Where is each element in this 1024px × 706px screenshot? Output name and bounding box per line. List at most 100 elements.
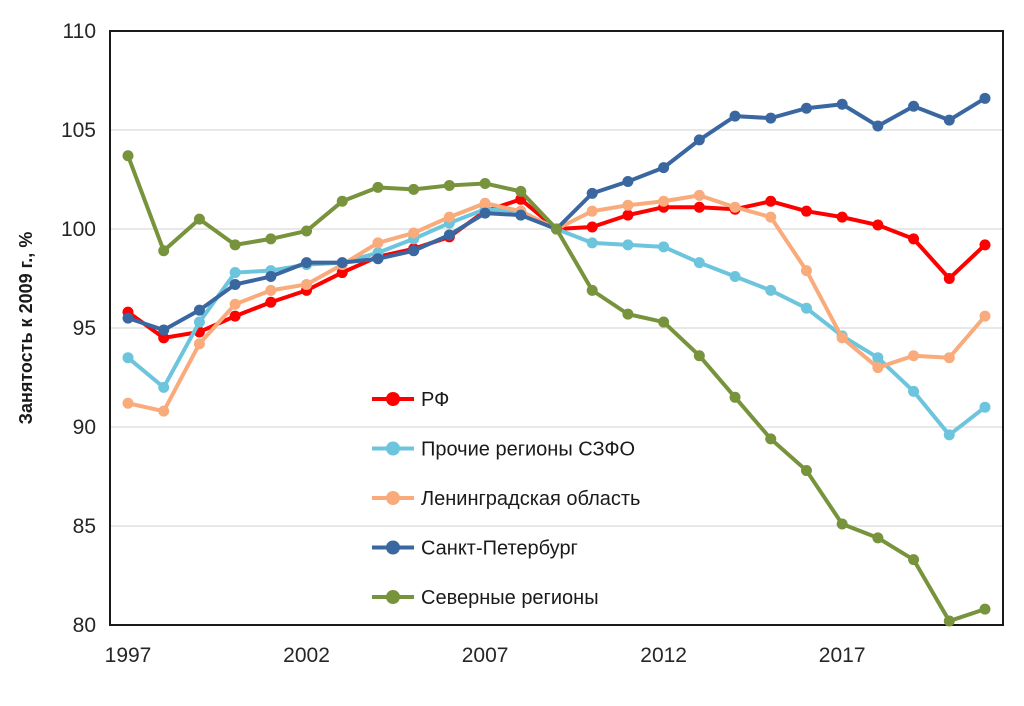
- data-point-s4-2020: [943, 114, 955, 126]
- legend-item-3: Ленинградская область: [372, 488, 640, 510]
- data-point-s5-2006: [443, 179, 455, 191]
- data-point-s5-2007: [479, 177, 491, 189]
- data-point-s3-2018: [872, 362, 884, 374]
- x-tick-label-2007: 2007: [462, 644, 509, 667]
- data-point-s3-2004: [372, 237, 384, 249]
- data-point-s1-2019: [908, 233, 920, 245]
- data-point-s4-2012: [658, 162, 670, 174]
- legend-label: Прочие регионы СЗФО: [421, 439, 635, 461]
- data-point-s3-2011: [622, 199, 634, 211]
- y-axis-tick-labels: 80 85 90 95 100 105 110: [61, 20, 96, 637]
- data-point-s2-2012: [658, 241, 670, 253]
- data-point-s4-1998: [158, 324, 170, 336]
- data-point-s4-1999: [193, 304, 205, 316]
- data-point-s5-2020: [943, 615, 955, 627]
- data-point-s2-2021: [979, 401, 991, 413]
- data-point-s3-2001: [265, 284, 277, 296]
- x-tick-label-2017: 2017: [819, 644, 866, 667]
- data-point-s5-2008: [515, 185, 527, 197]
- legend-marker-dot: [386, 392, 400, 406]
- data-point-s3-2006: [443, 211, 455, 223]
- data-point-s4-2016: [800, 102, 812, 114]
- legend-label: Санкт-Петербург: [421, 538, 578, 560]
- data-point-s1-2017: [836, 211, 848, 223]
- data-point-s3-1999: [193, 338, 205, 350]
- data-point-s2-2014: [729, 271, 741, 283]
- data-point-s4-2000: [229, 278, 241, 290]
- y-tick-label-100: 100: [61, 218, 96, 241]
- data-point-s2-2016: [800, 302, 812, 314]
- legend-marker-dot: [386, 491, 400, 505]
- data-point-s4-2013: [693, 134, 705, 146]
- data-point-s3-2016: [800, 265, 812, 277]
- data-point-s5-2011: [622, 308, 634, 320]
- data-point-s5-2013: [693, 350, 705, 362]
- legend-marker-dot: [386, 540, 400, 555]
- series-line-1: [126, 197, 987, 340]
- data-point-s2-1998: [158, 381, 170, 393]
- legend-label: Ленинградская область: [421, 488, 640, 510]
- data-point-s1-1998: [158, 332, 170, 344]
- data-point-s4-2007: [479, 207, 491, 219]
- data-point-s4-2006: [443, 229, 455, 241]
- data-point-s3-2010: [586, 205, 598, 217]
- data-point-s2-2020: [943, 429, 955, 441]
- data-point-s1-2011: [622, 209, 634, 221]
- y-tick-label-95: 95: [73, 317, 96, 340]
- x-tick-label-2002: 2002: [283, 644, 330, 667]
- data-point-s4-2011: [622, 175, 634, 187]
- data-point-s1-2000: [229, 310, 241, 322]
- data-point-s1-2015: [765, 195, 777, 207]
- data-point-s5-2017: [836, 518, 848, 530]
- legend-label: РФ: [421, 389, 449, 411]
- legend-label: Северные регионы: [421, 587, 599, 609]
- data-point-s2-2015: [765, 284, 777, 296]
- x-tick-label-2012: 2012: [640, 644, 687, 667]
- data-point-s4-2015: [765, 112, 777, 124]
- data-point-s3-2005: [408, 227, 420, 239]
- data-point-s5-2009: [551, 223, 562, 235]
- data-point-s1-2013: [693, 201, 705, 213]
- data-point-s4-2010: [586, 187, 598, 199]
- data-point-s1-2001: [265, 296, 277, 308]
- data-point-s5-2002: [301, 225, 313, 237]
- data-point-s5-2012: [658, 316, 670, 328]
- data-point-s3-2002: [301, 278, 313, 290]
- data-point-s3-2007: [479, 197, 491, 209]
- x-axis-tick-labels: 1997 2002 2007 2012 2017: [105, 644, 866, 667]
- data-point-s5-2001: [265, 233, 277, 245]
- data-point-s5-2014: [729, 391, 741, 403]
- data-point-s5-2016: [800, 465, 812, 477]
- data-point-s5-2000: [229, 239, 241, 251]
- data-point-s2-2018: [872, 352, 884, 364]
- data-point-s2-2000: [229, 267, 241, 279]
- data-point-s4-2014: [729, 110, 741, 122]
- data-point-s3-2017: [836, 332, 848, 344]
- data-point-s2-2013: [693, 257, 705, 269]
- data-point-s3-2020: [943, 352, 955, 364]
- data-point-s5-1997: [122, 150, 134, 162]
- data-point-s4-2005: [408, 245, 420, 257]
- legend-item-4: Санкт-Петербург: [372, 538, 578, 560]
- data-point-s4-2004: [372, 253, 384, 265]
- gridlines-group: [110, 129, 1003, 527]
- data-point-s1-2016: [800, 205, 812, 217]
- data-point-s4-2008: [515, 209, 527, 221]
- data-point-s5-2021: [979, 603, 991, 615]
- data-point-s3-2000: [229, 298, 241, 310]
- data-point-s4-2018: [872, 120, 884, 132]
- y-tick-label-110: 110: [63, 20, 96, 43]
- y-tick-label-80: 80: [73, 614, 96, 637]
- data-point-s1-2010: [586, 221, 598, 233]
- data-point-s1-2020: [943, 273, 955, 284]
- data-point-s3-1997: [122, 397, 134, 409]
- y-axis-title: Занятость к 2009 г., %: [16, 232, 36, 425]
- data-point-s4-2003: [336, 257, 348, 269]
- data-point-s3-2012: [658, 195, 670, 207]
- data-point-s3-2015: [765, 211, 777, 223]
- data-point-s2-2019: [908, 385, 920, 397]
- data-point-s2-2010: [586, 237, 598, 249]
- y-tick-label-85: 85: [73, 515, 96, 538]
- data-point-s5-1999: [193, 213, 205, 225]
- data-point-s5-2018: [872, 532, 884, 544]
